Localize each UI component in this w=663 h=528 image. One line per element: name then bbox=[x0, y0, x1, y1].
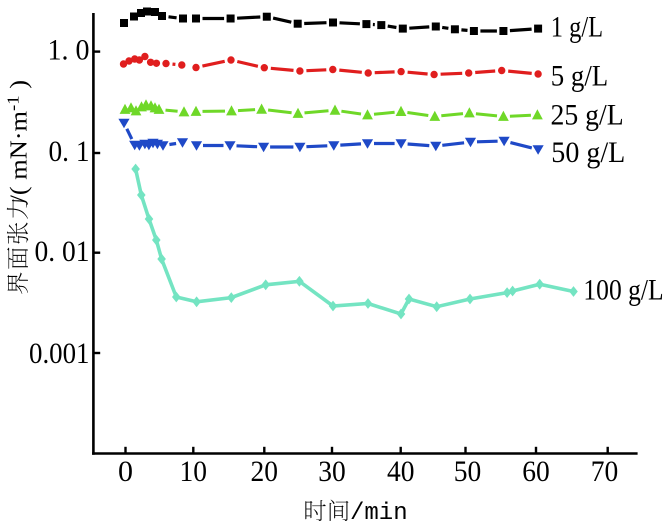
svg-text:100 g/L: 100 g/L bbox=[583, 274, 663, 307]
svg-text:0. 01: 0. 01 bbox=[35, 235, 90, 268]
svg-text:30: 30 bbox=[318, 455, 346, 488]
svg-text:0.001: 0.001 bbox=[29, 337, 90, 370]
svg-text:1 g/L: 1 g/L bbox=[551, 10, 603, 43]
svg-text:1. 0: 1. 0 bbox=[48, 33, 90, 66]
svg-text:60: 60 bbox=[522, 455, 550, 488]
svg-text:20: 20 bbox=[251, 455, 279, 488]
svg-text:70: 70 bbox=[591, 455, 619, 488]
svg-text:10: 10 bbox=[180, 455, 208, 488]
svg-text:50 g/L: 50 g/L bbox=[551, 136, 625, 169]
svg-text:5 g/L: 5 g/L bbox=[551, 60, 608, 93]
svg-text:50: 50 bbox=[454, 455, 482, 488]
svg-text:/( mN·m-1 ): /( mN·m-1 ) bbox=[3, 80, 32, 203]
svg-text:40: 40 bbox=[387, 455, 415, 488]
svg-text:0. 1: 0. 1 bbox=[49, 135, 90, 168]
svg-text:0: 0 bbox=[118, 455, 133, 488]
svg-text:/min: /min bbox=[350, 500, 408, 527]
svg-text:25 g/L: 25 g/L bbox=[551, 99, 624, 132]
